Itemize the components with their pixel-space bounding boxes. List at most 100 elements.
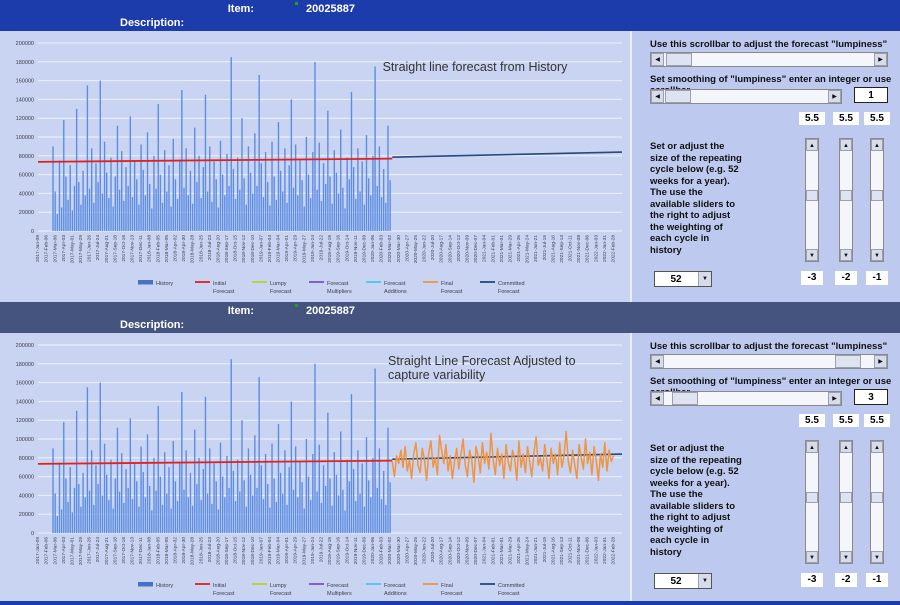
svg-text:Committed: Committed xyxy=(498,281,525,287)
chart-title: Straight Line Forecast Adjusted tocaptur… xyxy=(388,354,576,382)
scroll-right-arrow-icon[interactable]: ▶ xyxy=(874,355,887,368)
svg-text:2019-Oct-14: 2019-Oct-14 xyxy=(344,537,350,564)
svg-text:2018-Jul-23: 2018-Jul-23 xyxy=(207,537,213,563)
smoothing-scrollbar[interactable]: ◀ ▶ xyxy=(650,391,842,406)
smoothing-input[interactable] xyxy=(854,389,888,405)
svg-text:2018-Dec-10: 2018-Dec-10 xyxy=(250,235,256,263)
svg-text:2020-Apr-27: 2020-Apr-27 xyxy=(404,235,410,262)
scroll-up-arrow-icon[interactable]: ▲ xyxy=(871,139,883,151)
scroll-right-arrow-icon[interactable]: ▶ xyxy=(828,90,841,103)
scroll-down-arrow-icon[interactable]: ▼ xyxy=(840,249,852,261)
scroll-right-arrow-icon[interactable]: ▶ xyxy=(874,53,887,66)
weight-value-2: 5.5 xyxy=(833,112,859,125)
legend-swatch xyxy=(138,280,153,285)
slider-thumb[interactable] xyxy=(871,492,883,504)
scrollbar-thumb[interactable] xyxy=(835,355,862,368)
svg-text:2019-Sep-16: 2019-Sep-16 xyxy=(336,537,342,565)
scroll-up-arrow-icon[interactable]: ▲ xyxy=(806,139,818,151)
svg-text:2020-Jun-22: 2020-Jun-22 xyxy=(422,235,428,262)
weight-slider-3[interactable]: ▲ ▼ xyxy=(870,138,884,262)
scrollbar-thumb[interactable] xyxy=(672,392,699,405)
slider-thumb[interactable] xyxy=(806,492,818,504)
lumpiness-scroll-label: Use this scrollbar to adjust the forecas… xyxy=(650,341,888,352)
svg-text:2020-Dec-07: 2020-Dec-07 xyxy=(473,235,479,263)
cycle-size-dropdown[interactable]: 52 ▼ xyxy=(654,573,712,589)
svg-text:2017-Mar-06: 2017-Mar-06 xyxy=(52,537,58,565)
svg-text:160000: 160000 xyxy=(16,381,34,387)
scroll-right-arrow-icon[interactable]: ▶ xyxy=(828,392,841,405)
lumpiness-scrollbar[interactable]: ◀ ▶ xyxy=(650,354,888,369)
slider-track[interactable] xyxy=(840,151,852,249)
svg-text:2018-Jun-25: 2018-Jun-25 xyxy=(198,537,204,564)
weight-slider-1[interactable]: ▲ ▼ xyxy=(805,440,819,564)
svg-text:2020-Aug-17: 2020-Aug-17 xyxy=(439,235,445,263)
scroll-down-arrow-icon[interactable]: ▼ xyxy=(871,551,883,563)
slider-thumb[interactable] xyxy=(840,492,852,504)
cycle-size-dropdown[interactable]: 52 ▼ xyxy=(654,271,712,287)
scroll-up-arrow-icon[interactable]: ▲ xyxy=(840,139,852,151)
svg-text:2021-Mar-29: 2021-Mar-29 xyxy=(507,235,513,263)
weight-slider-2[interactable]: ▲ ▼ xyxy=(839,440,853,564)
svg-text:2021-Nov-08: 2021-Nov-08 xyxy=(576,235,582,263)
scroll-up-arrow-icon[interactable]: ▲ xyxy=(840,441,852,453)
svg-text:Additions: Additions xyxy=(384,289,407,295)
chevron-down-icon[interactable]: ▼ xyxy=(698,272,711,286)
slider-track[interactable] xyxy=(871,151,883,249)
scroll-left-arrow-icon[interactable]: ◀ xyxy=(651,90,664,103)
svg-text:2017-Mar-06: 2017-Mar-06 xyxy=(52,235,58,263)
slider-track[interactable] xyxy=(840,453,852,551)
svg-text:2017-Sep-18: 2017-Sep-18 xyxy=(112,537,118,565)
svg-text:2019-Aug-19: 2019-Aug-19 xyxy=(327,537,333,565)
smoothing-scrollbar[interactable]: ◀ ▶ xyxy=(650,89,842,104)
svg-text:Additions: Additions xyxy=(384,591,407,597)
scroll-down-arrow-icon[interactable]: ▼ xyxy=(871,249,883,261)
scrollbar-track[interactable] xyxy=(664,90,828,103)
svg-text:2017-Oct-16: 2017-Oct-16 xyxy=(121,235,127,262)
svg-text:2017-Jun-26: 2017-Jun-26 xyxy=(87,537,93,564)
scroll-left-arrow-icon[interactable]: ◀ xyxy=(651,392,664,405)
chevron-down-icon[interactable]: ▼ xyxy=(698,574,711,588)
scroll-left-arrow-icon[interactable]: ◀ xyxy=(651,355,664,368)
svg-text:100000: 100000 xyxy=(16,135,34,141)
lumpiness-scrollbar[interactable]: ◀ ▶ xyxy=(650,52,888,67)
svg-text:2020-Nov-09: 2020-Nov-09 xyxy=(464,235,470,263)
slider-thumb[interactable] xyxy=(871,190,883,202)
scroll-left-arrow-icon[interactable]: ◀ xyxy=(651,53,664,66)
svg-text:2021-Apr-26: 2021-Apr-26 xyxy=(516,235,522,262)
svg-text:Initial: Initial xyxy=(213,281,226,287)
svg-text:2020-May-25: 2020-May-25 xyxy=(413,537,419,566)
smoothing-input[interactable] xyxy=(854,87,888,103)
weight-value-1: 5.5 xyxy=(799,112,825,125)
weight-slider-3[interactable]: ▲ ▼ xyxy=(870,440,884,564)
slider-track[interactable] xyxy=(806,453,818,551)
scrollbar-thumb[interactable] xyxy=(665,53,692,66)
cycle-offset-3: -1 xyxy=(866,271,888,285)
weight-slider-2[interactable]: ▲ ▼ xyxy=(839,138,853,262)
scroll-down-arrow-icon[interactable]: ▼ xyxy=(806,551,818,563)
committed-forecast-line xyxy=(392,151,623,159)
scroll-down-arrow-icon[interactable]: ▼ xyxy=(840,551,852,563)
svg-text:2020-Mar-30: 2020-Mar-30 xyxy=(396,235,402,263)
svg-text:2018-Nov-12: 2018-Nov-12 xyxy=(241,235,247,263)
svg-text:2018-Sep-17: 2018-Sep-17 xyxy=(224,235,230,263)
scroll-down-arrow-icon[interactable]: ▼ xyxy=(806,249,818,261)
weight-slider-1[interactable]: ▲ ▼ xyxy=(805,138,819,262)
scrollbar-thumb[interactable] xyxy=(665,90,692,103)
svg-text:2019-Mar-04: 2019-Mar-04 xyxy=(276,235,282,263)
slider-track[interactable] xyxy=(806,151,818,249)
slider-thumb[interactable] xyxy=(840,190,852,202)
scrollbar-track[interactable] xyxy=(664,53,874,66)
slider-thumb[interactable] xyxy=(806,190,818,202)
svg-text:2020-Jul-20: 2020-Jul-20 xyxy=(430,537,436,563)
scroll-up-arrow-icon[interactable]: ▲ xyxy=(806,441,818,453)
scrollbar-track[interactable] xyxy=(664,355,874,368)
svg-text:Lumpy: Lumpy xyxy=(270,281,287,287)
scroll-up-arrow-icon[interactable]: ▲ xyxy=(871,441,883,453)
svg-text:180000: 180000 xyxy=(16,362,34,368)
svg-text:60000: 60000 xyxy=(19,475,34,481)
svg-text:2021-Jan-04: 2021-Jan-04 xyxy=(482,235,488,262)
description-label: Description: xyxy=(120,17,185,29)
svg-text:2019-May-27: 2019-May-27 xyxy=(301,235,307,264)
slider-track[interactable] xyxy=(871,453,883,551)
scrollbar-track[interactable] xyxy=(664,392,828,405)
